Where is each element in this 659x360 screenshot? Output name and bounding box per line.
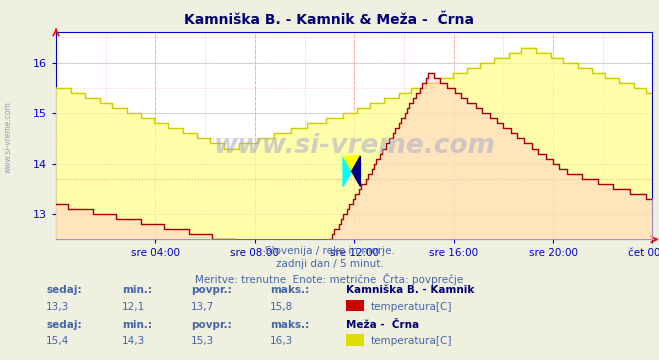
Text: maks.:: maks.: xyxy=(270,285,310,296)
Text: min.:: min.: xyxy=(122,320,152,330)
Text: temperatura[C]: temperatura[C] xyxy=(371,336,453,346)
Text: 13,7: 13,7 xyxy=(191,302,214,312)
Polygon shape xyxy=(343,156,352,186)
Text: 12,1: 12,1 xyxy=(122,302,145,312)
Text: Meritve: trenutne  Enote: metrične  Črta: povprečje: Meritve: trenutne Enote: metrične Črta: … xyxy=(195,273,464,285)
Text: www.si-vreme.com: www.si-vreme.com xyxy=(3,101,13,173)
Text: 15,3: 15,3 xyxy=(191,336,214,346)
Text: temperatura[C]: temperatura[C] xyxy=(371,302,453,312)
Text: Slovenija / reke in morje.: Slovenija / reke in morje. xyxy=(264,246,395,256)
Text: www.si-vreme.com: www.si-vreme.com xyxy=(214,133,495,159)
Text: povpr.:: povpr.: xyxy=(191,320,232,330)
Text: 14,3: 14,3 xyxy=(122,336,145,346)
Text: Meža -  Črna: Meža - Črna xyxy=(346,320,419,330)
Text: 15,4: 15,4 xyxy=(46,336,69,346)
Text: sedaj:: sedaj: xyxy=(46,285,82,296)
Polygon shape xyxy=(343,156,360,171)
Text: min.:: min.: xyxy=(122,285,152,296)
Text: 15,8: 15,8 xyxy=(270,302,293,312)
Polygon shape xyxy=(352,156,360,186)
Text: Kamniška B. - Kamnik: Kamniška B. - Kamnik xyxy=(346,285,474,296)
Text: sedaj:: sedaj: xyxy=(46,320,82,330)
Text: 13,3: 13,3 xyxy=(46,302,69,312)
Text: povpr.:: povpr.: xyxy=(191,285,232,296)
Text: maks.:: maks.: xyxy=(270,320,310,330)
Text: Kamniška B. - Kamnik & Meža -  Črna: Kamniška B. - Kamnik & Meža - Črna xyxy=(185,13,474,27)
Text: zadnji dan / 5 minut.: zadnji dan / 5 minut. xyxy=(275,259,384,269)
Text: 16,3: 16,3 xyxy=(270,336,293,346)
